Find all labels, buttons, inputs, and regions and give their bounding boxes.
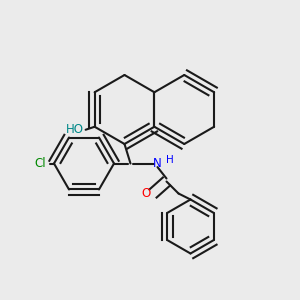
Text: O: O (141, 187, 150, 200)
Text: HO: HO (66, 123, 84, 136)
Text: H: H (166, 155, 174, 165)
Text: Cl: Cl (35, 157, 46, 170)
Text: N: N (153, 157, 162, 170)
